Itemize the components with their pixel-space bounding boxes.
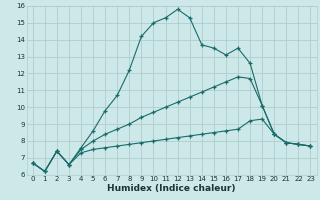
X-axis label: Humidex (Indice chaleur): Humidex (Indice chaleur) (107, 184, 236, 193)
